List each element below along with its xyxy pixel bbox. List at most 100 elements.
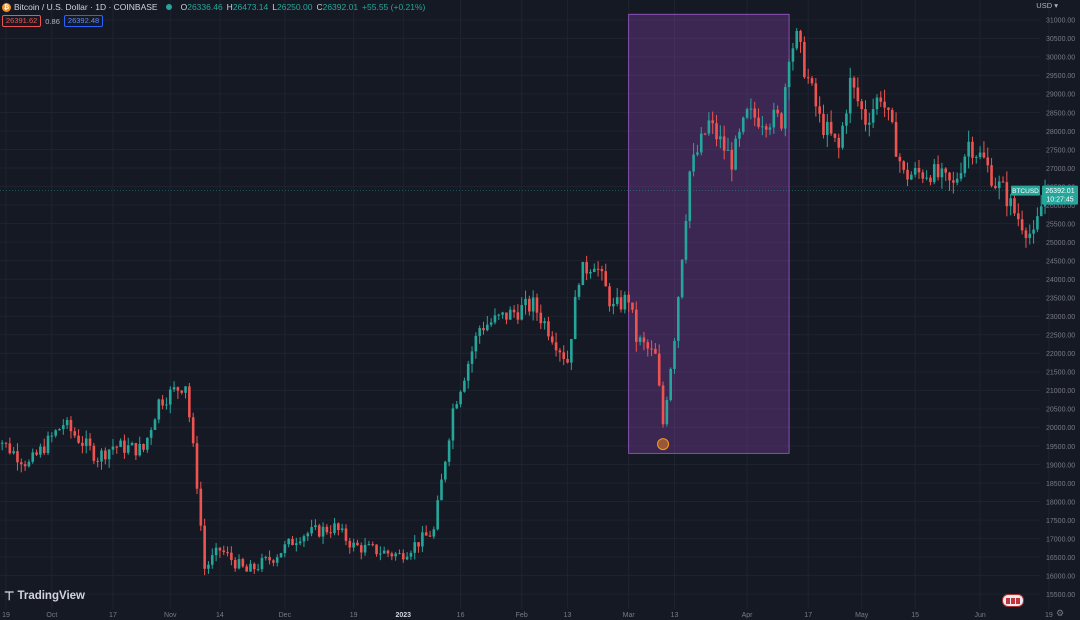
- us-flag-icon[interactable]: [1002, 594, 1024, 607]
- price-tick-label: 24000.00: [1046, 277, 1075, 284]
- candle-up: [581, 261, 585, 285]
- time-tick-label: Apr: [742, 612, 754, 619]
- candle-down: [818, 106, 821, 114]
- symbol-title[interactable]: Bitcoin / U.S. Dollar · 1D · COINBASE: [14, 2, 158, 12]
- market-status-icon[interactable]: [165, 4, 172, 10]
- candle-up: [394, 553, 397, 557]
- candle-up: [669, 368, 672, 401]
- highlight-region[interactable]: [628, 13, 790, 454]
- price-axis[interactable]: 15500.00 16000.00 16500.00 17000.00 17500.00…: [1046, 18, 1075, 599]
- price-tick-label: 16500.00: [1046, 555, 1075, 562]
- candle-up: [138, 443, 141, 456]
- low-point-marker[interactable]: [657, 438, 670, 451]
- candle-down: [566, 358, 569, 363]
- bid-button[interactable]: 26391.62: [2, 15, 42, 27]
- candle-down: [619, 297, 623, 310]
- time-axis[interactable]: 19 Oct 17 Nov 14 Dec 19 2023 16 Feb 13 Mar 13 Apr 17 Ma…: [2, 612, 1053, 619]
- candle-up: [260, 558, 264, 570]
- candle-up: [524, 298, 527, 306]
- candle-up: [214, 547, 218, 556]
- candle-up: [478, 328, 481, 336]
- tradingview-logo[interactable]: ⊤ TradingView: [4, 589, 85, 603]
- candle-down: [654, 348, 657, 354]
- price-tick-label: 28000.00: [1046, 129, 1075, 136]
- candle-up: [39, 446, 42, 455]
- candle-up: [501, 312, 504, 315]
- candle-down: [371, 544, 375, 546]
- candle-down: [512, 309, 516, 313]
- candle-up: [486, 324, 489, 331]
- candle-down: [104, 450, 107, 460]
- time-tick-label: May: [855, 612, 869, 619]
- candle-down: [994, 185, 997, 189]
- candle-down: [936, 164, 940, 178]
- bid-ask-row: 26391.62 0.86 26392.48: [2, 15, 104, 27]
- open-value: 26336.46: [187, 2, 223, 12]
- candle-down: [890, 109, 894, 123]
- time-tick-label: 15: [911, 612, 919, 619]
- candle-up: [577, 284, 581, 297]
- candle-down: [730, 149, 734, 170]
- candle-up: [283, 544, 287, 554]
- candle-up: [237, 559, 241, 569]
- candle-up: [543, 321, 546, 324]
- symbol-header[interactable]: ₿ Bitcoin / U.S. Dollar · 1D · COINBASE …: [2, 1, 425, 13]
- candle-down: [711, 120, 714, 124]
- price-tick-label: 22000.00: [1046, 351, 1075, 358]
- price-tag-box: [1042, 185, 1078, 205]
- candle-down: [69, 420, 73, 432]
- price-tick-label: 23000.00: [1046, 314, 1075, 321]
- price-tick-label: 31000.00: [1046, 18, 1075, 25]
- candle-down: [115, 446, 119, 448]
- close-key: C: [316, 2, 323, 12]
- candle-down: [19, 462, 23, 465]
- time-tick-label: 13: [671, 612, 679, 619]
- price-tick-label: 17500.00: [1046, 518, 1075, 525]
- symbol-tag-box: [1011, 185, 1040, 196]
- candle-down: [814, 83, 818, 107]
- candle-up: [734, 138, 737, 170]
- candle-up: [264, 556, 268, 559]
- candle-down: [245, 566, 248, 572]
- candle-down: [291, 538, 294, 546]
- candle-down: [73, 431, 77, 436]
- candle-up: [1028, 233, 1032, 239]
- candle-up: [623, 294, 627, 310]
- candle-up: [612, 303, 615, 307]
- candle-up: [696, 152, 699, 155]
- candle-up: [932, 164, 936, 183]
- candle-up: [1039, 206, 1043, 217]
- price-tick-label: 29500.00: [1046, 73, 1075, 80]
- candle-down: [539, 312, 543, 324]
- candle-up: [573, 296, 577, 340]
- candle-down: [944, 168, 948, 173]
- candle-down: [268, 556, 271, 561]
- candle-up: [1009, 198, 1012, 207]
- candle-down: [401, 553, 405, 560]
- candle-up: [738, 131, 741, 139]
- chevron-down-icon: ▾: [1054, 1, 1058, 10]
- candle-down: [4, 442, 8, 444]
- candle-up: [466, 363, 470, 381]
- candle-down: [722, 136, 726, 151]
- candle-up: [413, 542, 417, 553]
- currency-selector[interactable]: USD ▾: [1036, 1, 1058, 10]
- candle-up: [398, 553, 401, 555]
- candle-up: [405, 556, 409, 560]
- gear-icon[interactable]: ⚙: [1056, 608, 1065, 618]
- candle-up: [367, 544, 371, 546]
- candle-down: [646, 342, 650, 349]
- candle-down: [803, 41, 806, 78]
- highlight-rectangle[interactable]: [628, 13, 790, 454]
- candle-up: [54, 430, 57, 436]
- ask-button[interactable]: 26392.48: [63, 15, 104, 27]
- candle-down: [233, 559, 237, 569]
- candle-up: [333, 523, 336, 534]
- candle-down: [535, 297, 539, 313]
- candle-up: [489, 322, 493, 325]
- candle-up: [451, 408, 455, 441]
- time-tick-label: Nov: [164, 612, 177, 619]
- candle-down: [650, 348, 653, 350]
